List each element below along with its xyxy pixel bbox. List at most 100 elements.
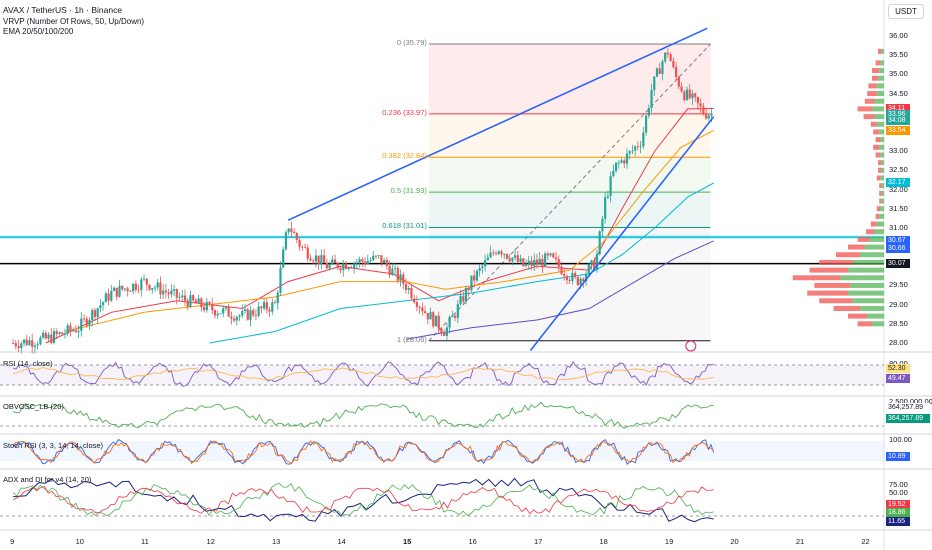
candle-body <box>104 293 107 303</box>
candle-body <box>443 332 446 336</box>
fib-level-label: 0.382 (32.84) <box>382 151 427 161</box>
candle-body <box>358 259 361 263</box>
volume-profile-up <box>876 83 884 89</box>
candle-body <box>623 160 626 164</box>
volume-profile-up <box>876 121 884 127</box>
candle-body <box>88 319 91 326</box>
candle-body <box>554 257 558 260</box>
candle-body <box>508 258 511 262</box>
price-axis-tick: 29.50 <box>889 280 908 290</box>
candle-body <box>123 288 127 290</box>
candle-body <box>230 316 233 319</box>
volume-profile-up <box>864 244 884 250</box>
candle-body <box>644 115 648 133</box>
candle-body <box>77 330 80 333</box>
date-axis-tick: 18 <box>599 537 608 546</box>
rsi-value-tag: 52.30 <box>886 364 910 373</box>
price-axis-tick: 34.50 <box>889 88 908 98</box>
di-plus-line <box>12 482 714 517</box>
candle-body <box>246 309 249 320</box>
fib-diagonal <box>428 43 711 342</box>
candle-body <box>102 302 105 306</box>
candle-body <box>183 295 187 301</box>
price-tag: 30.67 <box>886 236 910 246</box>
candle-body <box>254 315 258 317</box>
currency-button[interactable]: USDT <box>888 4 924 19</box>
candle-body <box>666 52 670 55</box>
rsi-pane-title[interactable]: RSI (14, close) <box>3 359 53 368</box>
candle-body <box>252 310 255 316</box>
volume-profile-down <box>872 75 878 81</box>
candle-body <box>115 287 118 297</box>
candle-body <box>175 289 178 298</box>
volume-profile-up <box>880 60 884 66</box>
candle-body <box>192 295 195 301</box>
obv-line <box>12 401 714 429</box>
candle-body <box>167 292 170 295</box>
ema-indicator-label[interactable]: EMA 20/50/100/200 <box>3 27 74 36</box>
candle-body <box>696 96 700 104</box>
volume-profile-up <box>869 236 884 242</box>
candle-body <box>492 252 495 254</box>
candle-body <box>276 292 279 304</box>
candle-body <box>301 246 304 248</box>
symbol-title[interactable]: AVAX / TetherUS · 1h · Binance <box>3 5 123 15</box>
candle-body <box>377 255 380 257</box>
candle-body <box>653 76 656 91</box>
volume-profile-down <box>814 282 851 288</box>
di-minus-line <box>12 486 714 515</box>
candle-body <box>132 283 135 292</box>
candle-body <box>598 231 601 255</box>
candle-body <box>677 76 680 87</box>
volume-profile-down <box>878 48 882 54</box>
candle-body <box>282 249 285 268</box>
volume-profile-down <box>866 229 875 235</box>
candle-body <box>99 305 102 309</box>
obv-pane-title[interactable]: OBVOSC_LB (20) <box>3 402 64 411</box>
candle-body <box>142 278 146 280</box>
candle-body <box>213 310 217 316</box>
candle-body <box>314 255 318 262</box>
vrvp-indicator-label[interactable]: VRVP (Number Of Rows, 50, Up/Down) <box>3 17 145 26</box>
volume-profile-up <box>879 68 884 74</box>
candle-body <box>249 310 252 320</box>
volume-profile-up <box>881 183 884 189</box>
stoch-pane-title[interactable]: Stoch RSI (3, 3, 14, 14, close) <box>3 441 104 450</box>
fib-zone <box>428 44 711 114</box>
candle-body <box>434 315 438 327</box>
candle-body <box>655 68 659 77</box>
candle-body <box>519 258 522 262</box>
candle-body <box>219 313 222 315</box>
candle-body <box>55 331 58 334</box>
adx-pane-title[interactable]: ADX and DI for v4 (14, 20) <box>3 475 92 484</box>
volume-profile-up <box>874 114 884 120</box>
candle-body <box>107 293 110 301</box>
lightning-icon[interactable] <box>685 340 697 352</box>
candle-body <box>361 259 364 262</box>
candle-body <box>702 106 705 115</box>
volume-profile-up <box>880 137 884 143</box>
candle-body <box>134 283 137 290</box>
candle-body <box>497 251 500 254</box>
candle-body <box>549 253 552 256</box>
candle-body <box>323 255 326 263</box>
candle-body <box>353 263 356 268</box>
candle-body <box>118 285 121 297</box>
candle-body <box>263 302 266 309</box>
obv-value-tag: 364,257.89 <box>886 403 930 412</box>
date-axis-tick: 10 <box>75 537 84 546</box>
volume-profile-down <box>857 106 872 112</box>
fib-zone <box>428 157 711 193</box>
volume-profile-up <box>881 160 884 166</box>
candle-body <box>211 304 214 311</box>
candle-body <box>650 90 653 108</box>
candle-body <box>121 285 124 290</box>
candle-body <box>47 334 50 339</box>
candle-body <box>541 258 544 267</box>
candle-body <box>516 255 519 262</box>
fib-level-label: 0 (35.79) <box>396 38 427 48</box>
candle-body <box>647 107 650 116</box>
volume-profile-up <box>867 313 884 319</box>
volume-profile-down <box>870 121 877 127</box>
